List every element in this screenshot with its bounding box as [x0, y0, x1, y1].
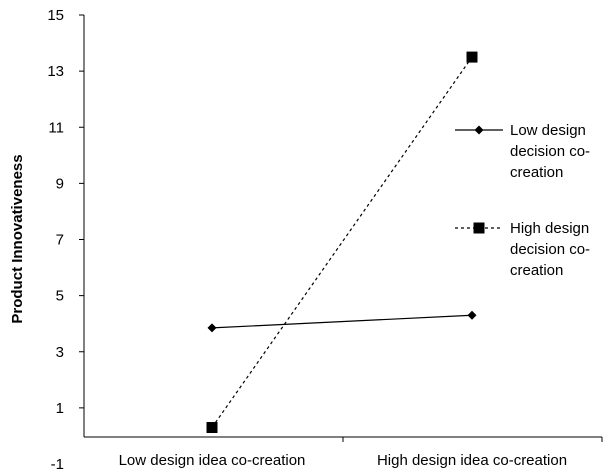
legend: Low design decision co-creation High desig…	[455, 122, 590, 279]
legend-label: High design	[510, 220, 589, 237]
y-tick-label: 1	[56, 400, 64, 417]
y-tick-label: 13	[47, 63, 64, 80]
legend-label: creation	[510, 262, 563, 279]
data-point-1-0	[206, 422, 218, 434]
y-tick-label: 11	[48, 119, 64, 136]
legend-label: decision co-	[510, 241, 590, 258]
data-point-0-1	[467, 310, 477, 320]
legend-marker-0	[474, 125, 484, 135]
series-line-0	[211, 314, 473, 329]
legend-marker-1	[473, 222, 485, 234]
y-tick-label: 15	[47, 7, 64, 24]
legend-label: creation	[510, 164, 563, 181]
legend-label: decision co-	[510, 143, 590, 160]
x-tick-label: High design idea co-creation	[377, 452, 567, 469]
y-axis-label: Product Innovativeness	[9, 154, 26, 323]
y-tick-label: -1	[51, 456, 64, 473]
y-tick-label: 3	[56, 344, 64, 361]
legend-label: Low design	[510, 122, 586, 139]
y-tick-label: 9	[56, 175, 64, 192]
series-line-1	[211, 56, 473, 428]
y-tick-label: 7	[56, 232, 64, 249]
x-tick-label: Low design idea co-creation	[119, 452, 306, 469]
data-point-1-1	[466, 51, 478, 63]
data-point-0-0	[207, 323, 217, 333]
x-axis: Low design idea co-creation High design i…	[84, 436, 603, 469]
y-tick-label: 5	[56, 288, 64, 305]
plot-area	[206, 51, 478, 434]
